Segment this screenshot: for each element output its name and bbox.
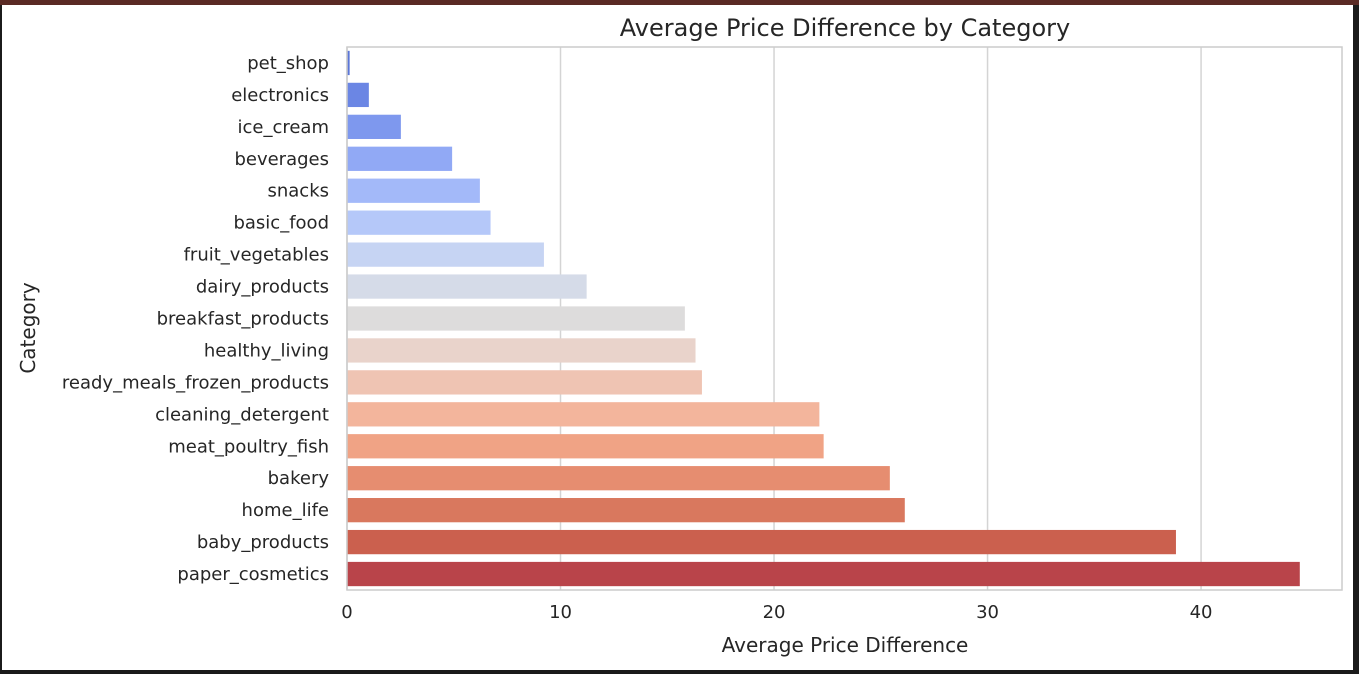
y-tick-label: healthy_living — [204, 340, 329, 361]
bar-ice_cream — [347, 114, 401, 139]
y-tick-label: baby_products — [197, 532, 329, 553]
x-tick-label: 20 — [763, 602, 786, 623]
bar-dairy_products — [347, 274, 587, 299]
y-tick-label: ice_cream — [237, 117, 329, 138]
x-tick-label: 10 — [549, 602, 572, 623]
bar-meat_poultry_fish — [347, 434, 824, 459]
y-tick-label: snacks — [267, 181, 329, 202]
bars — [347, 50, 1300, 587]
y-tick-label: breakfast_products — [157, 309, 329, 330]
y-tick-label: beverages — [234, 149, 329, 170]
bar-bakery — [347, 466, 890, 491]
bar-basic_food — [347, 210, 491, 235]
y-tick-label: ready_meals_frozen_products — [62, 372, 329, 393]
y-tick-label: paper_cosmetics — [177, 564, 329, 585]
bar-cleaning_detergent — [347, 402, 820, 427]
y-tick-label: dairy_products — [196, 277, 329, 298]
bar-beverages — [347, 146, 453, 171]
x-tick-labels: 0 10 20 30 40 — [341, 602, 1212, 623]
y-tick-label: basic_food — [233, 213, 329, 234]
y-tick-label: cleaning_detergent — [155, 404, 329, 425]
y-tick-label: pet_shop — [247, 53, 329, 74]
bar-home_life — [347, 498, 905, 523]
bar-pet_shop — [347, 50, 350, 76]
top-strip — [0, 0, 1359, 5]
bar-paper_cosmetics — [347, 561, 1300, 587]
x-axis-label: Average Price Difference — [722, 633, 969, 657]
bar-baby_products — [347, 529, 1176, 555]
y-tick-labels: pet_shop electronics ice_cream beverages sna… — [62, 53, 329, 585]
plot-area-border — [346, 46, 1343, 591]
bar-snacks — [347, 178, 480, 203]
y-tick-label: bakery — [268, 468, 330, 489]
bar-breakfast_products — [347, 306, 685, 331]
chart-canvas: pet_shop electronics ice_cream beverages sna… — [2, 5, 1353, 670]
x-tick-label: 40 — [1190, 602, 1213, 623]
bar-healthy_living — [347, 338, 696, 363]
chart-title: Average Price Difference by Category — [620, 14, 1070, 42]
bar-ready_meals_frozen_products — [347, 370, 702, 395]
bar-electronics — [347, 82, 369, 108]
bar-chart: pet_shop electronics ice_cream beverages sna… — [16, 14, 1343, 657]
bar-fruit_vegetables — [347, 242, 544, 267]
y-tick-label: fruit_vegetables — [184, 245, 329, 266]
y-tick-label: home_life — [242, 500, 329, 521]
y-tick-label: electronics — [231, 85, 329, 106]
y-tick-label: meat_poultry_fish — [168, 436, 329, 457]
y-axis-label: Category — [16, 282, 40, 374]
x-tick-label: 0 — [341, 602, 352, 623]
x-tick-label: 30 — [976, 602, 999, 623]
